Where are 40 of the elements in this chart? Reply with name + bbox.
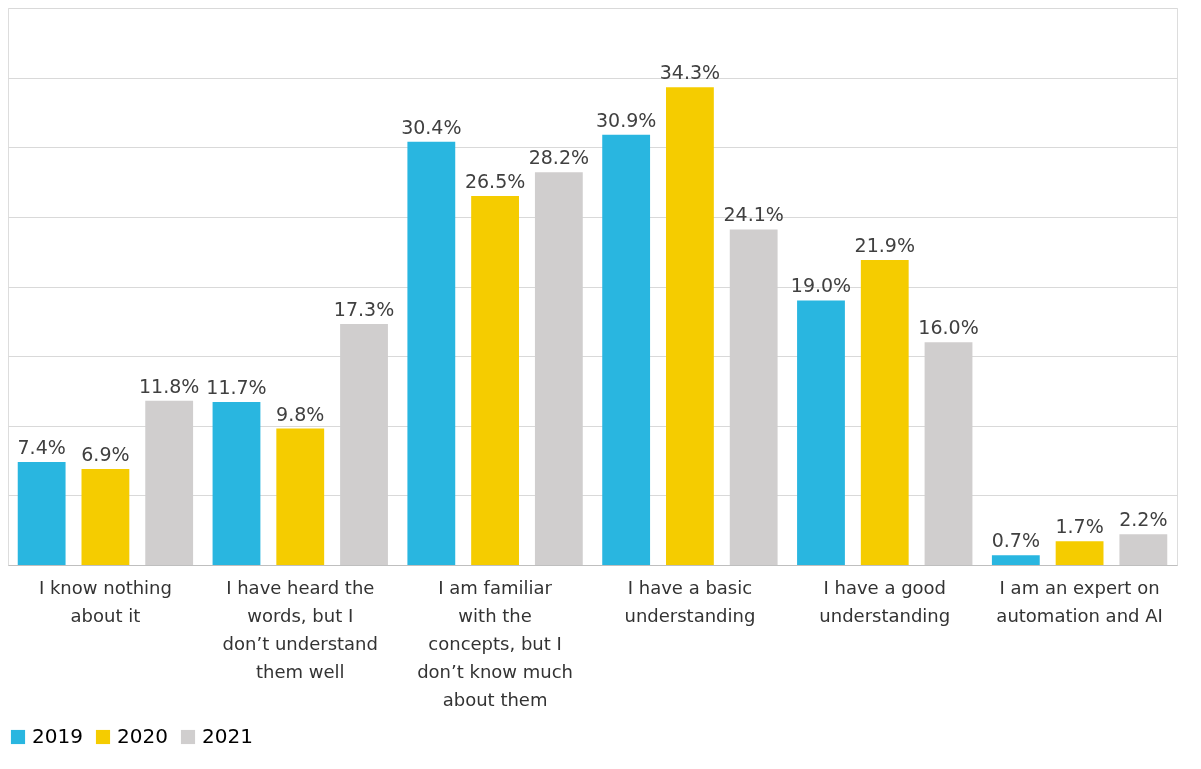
data-label: 11.8% (139, 374, 200, 397)
bar (1119, 534, 1168, 565)
data-label: 28.2% (528, 146, 590, 169)
data-label: 16.0% (918, 316, 979, 339)
x-tick-label: I know nothing about it (38, 576, 172, 626)
bar (407, 141, 456, 565)
data-label: 2.2% (1119, 508, 1168, 531)
data-label: 30.9% (595, 108, 657, 131)
bar (860, 260, 909, 565)
data-label: 24.1% (723, 203, 784, 226)
data-label: 1.7% (1055, 515, 1104, 538)
bar (666, 87, 714, 565)
x-tick-label: I am an expert on automation and AI (996, 576, 1163, 626)
bar (212, 402, 261, 565)
data-label: 34.3% (659, 61, 721, 84)
bar (471, 195, 519, 565)
bar (276, 428, 325, 565)
bar (17, 461, 66, 565)
x-tick-label: I have a basic understanding (624, 576, 756, 626)
data-label: 7.4% (17, 435, 66, 458)
data-label: 26.5% (464, 169, 526, 192)
bar (1055, 541, 1104, 565)
bar (602, 134, 651, 565)
data-label: 19.0% (790, 274, 852, 297)
x-tick-label: I have heard the words, but I don’t understand them well (222, 576, 378, 682)
data-label: 9.8% (276, 402, 325, 425)
legend-label: 2020 (117, 724, 168, 748)
x-tick-label: I have a good understanding (819, 576, 951, 626)
x-tick-label: I am familiar with the concepts, but I don’t know much about them (417, 576, 574, 710)
bar (991, 555, 1040, 565)
legend-label: 2019 (32, 724, 83, 748)
data-label: 6.9% (81, 442, 130, 465)
data-label: 21.9% (854, 234, 915, 257)
bar (81, 468, 130, 565)
legend-label: 2021 (202, 724, 253, 748)
data-label: 17.3% (333, 298, 395, 321)
data-label: 11.7% (206, 376, 267, 399)
data-label: 0.7% (991, 529, 1040, 552)
data-label: 30.4% (401, 115, 462, 138)
bar (797, 300, 845, 565)
